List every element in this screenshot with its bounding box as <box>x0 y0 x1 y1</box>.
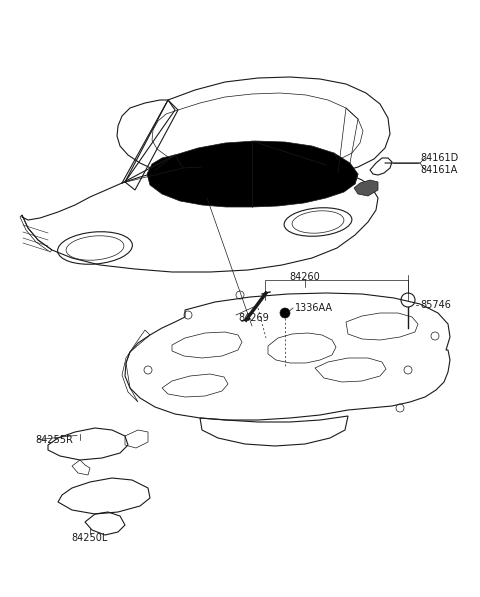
Text: 1336AA: 1336AA <box>295 303 333 313</box>
Polygon shape <box>354 180 378 196</box>
Text: 84269: 84269 <box>238 313 269 323</box>
Circle shape <box>280 308 290 318</box>
Text: 84260: 84260 <box>289 272 320 282</box>
Text: 84161D: 84161D <box>420 153 458 163</box>
Polygon shape <box>147 141 358 207</box>
Text: 84250L: 84250L <box>72 533 108 543</box>
Text: 85746: 85746 <box>420 300 451 310</box>
Text: 84255R: 84255R <box>35 435 73 445</box>
Text: 84161A: 84161A <box>420 165 457 175</box>
